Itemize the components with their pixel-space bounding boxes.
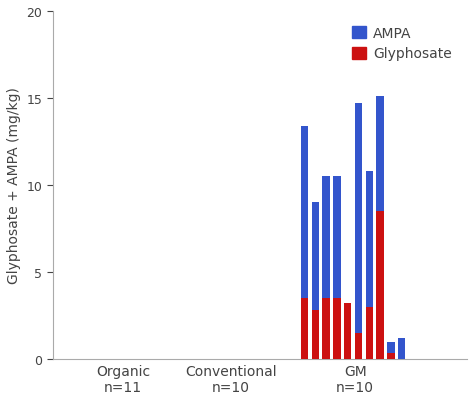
Bar [322,298,330,359]
Bar [333,298,341,359]
Bar [355,333,362,359]
Bar [376,97,384,212]
Bar [301,298,309,359]
Bar [312,203,319,310]
Bar [387,342,394,353]
Bar [376,212,384,359]
Bar [344,304,352,359]
Bar [387,353,394,359]
Bar [365,307,373,359]
Legend: AMPA, Glyphosate: AMPA, Glyphosate [348,22,456,65]
Bar [301,126,309,298]
Bar [398,338,405,359]
Bar [333,177,341,298]
Y-axis label: Glyphosate + AMPA (mg/kg): Glyphosate + AMPA (mg/kg) [7,87,21,284]
Bar [312,310,319,359]
Bar [355,104,362,333]
Bar [365,172,373,307]
Bar [322,177,330,298]
